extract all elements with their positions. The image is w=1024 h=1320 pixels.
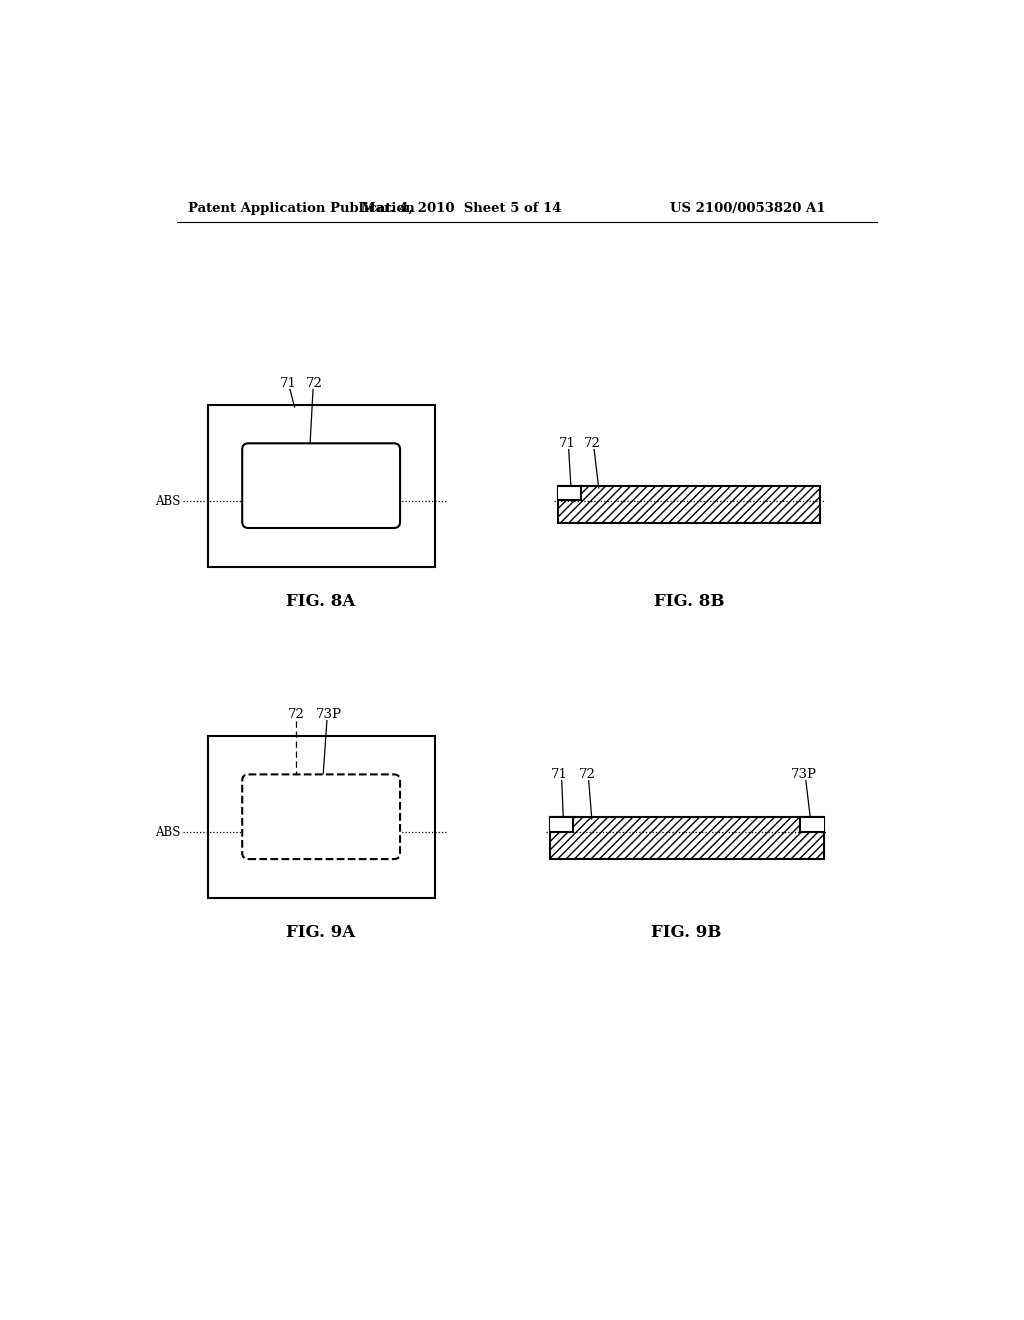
Text: 72: 72 [305, 376, 323, 389]
Text: US 2100/0053820 A1: US 2100/0053820 A1 [670, 202, 825, 215]
Bar [208, 737, 435, 898]
Text: Mar. 4, 2010  Sheet 5 of 14: Mar. 4, 2010 Sheet 5 of 14 [361, 202, 562, 215]
FancyBboxPatch shape [243, 444, 400, 528]
Text: ABS: ABS [156, 825, 180, 838]
Text: FIG. 8B: FIG. 8B [653, 593, 724, 610]
Text: Patent Application Publication: Patent Application Publication [188, 202, 415, 215]
Text: 73P: 73P [792, 768, 817, 781]
Bar [801, 817, 823, 832]
Text: FIG. 9B: FIG. 9B [651, 924, 722, 941]
Text: 71: 71 [280, 376, 297, 389]
Text: 71: 71 [559, 437, 575, 450]
Bar [550, 817, 573, 832]
Bar [558, 486, 819, 523]
FancyBboxPatch shape [243, 775, 400, 859]
Text: 73P: 73P [316, 708, 342, 721]
Bar [208, 405, 435, 566]
Text: 72: 72 [584, 437, 601, 450]
Text: 72: 72 [288, 708, 304, 721]
Text: FIG. 8A: FIG. 8A [286, 593, 355, 610]
Text: ABS: ABS [156, 495, 180, 508]
Text: 72: 72 [579, 768, 596, 781]
Bar [558, 486, 581, 499]
Text: FIG. 9A: FIG. 9A [286, 924, 355, 941]
Bar [550, 817, 823, 859]
Text: 71: 71 [551, 768, 568, 781]
